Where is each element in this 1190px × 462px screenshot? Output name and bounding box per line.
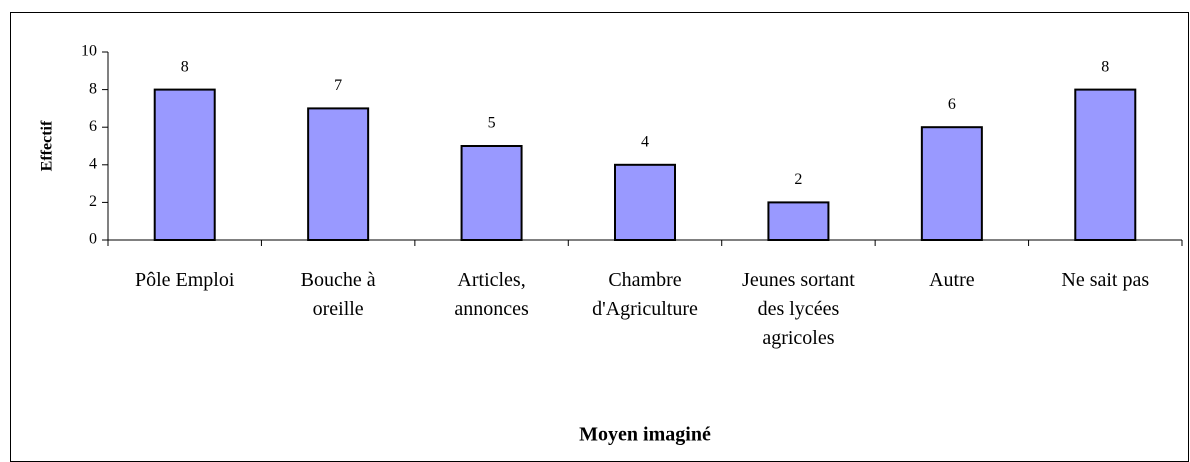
- x-tick-label: Ne sait pas: [1061, 269, 1150, 291]
- value-label: 4: [641, 133, 649, 150]
- x-tick-label: Bouche à oreille: [300, 269, 376, 320]
- bar: [153, 88, 216, 241]
- y-tick-label: 0: [89, 231, 97, 248]
- x-tick-label: Pôle Emploi: [134, 269, 235, 291]
- y-tick-label: 8: [89, 80, 97, 97]
- y-tick-label: 2: [89, 193, 97, 210]
- bar: [767, 201, 830, 241]
- value-label: 5: [488, 115, 496, 132]
- bar: [1074, 88, 1137, 241]
- value-label: 8: [1101, 58, 1109, 75]
- y-tick-label: 10: [81, 43, 97, 60]
- x-tick-label: Jeunes sortant des lycées agricoles: [742, 269, 855, 349]
- x-axis-label: Moyen imaginé: [579, 424, 711, 446]
- value-label: 2: [794, 171, 802, 188]
- value-label: 8: [181, 58, 189, 75]
- x-tick-label: Autre: [929, 269, 975, 291]
- bar: [920, 126, 983, 241]
- y-axis-label: Effectif: [39, 120, 56, 171]
- bar: [307, 107, 370, 242]
- x-tick-label: Articles, annonces: [454, 269, 529, 320]
- x-tick-label: Chambre d'Agriculture: [592, 269, 698, 320]
- value-label: 6: [948, 96, 956, 113]
- value-label: 7: [334, 77, 342, 94]
- y-tick-label: 4: [89, 155, 97, 172]
- y-tick-label: 6: [89, 118, 97, 135]
- bar: [614, 163, 676, 241]
- bar: [460, 145, 523, 241]
